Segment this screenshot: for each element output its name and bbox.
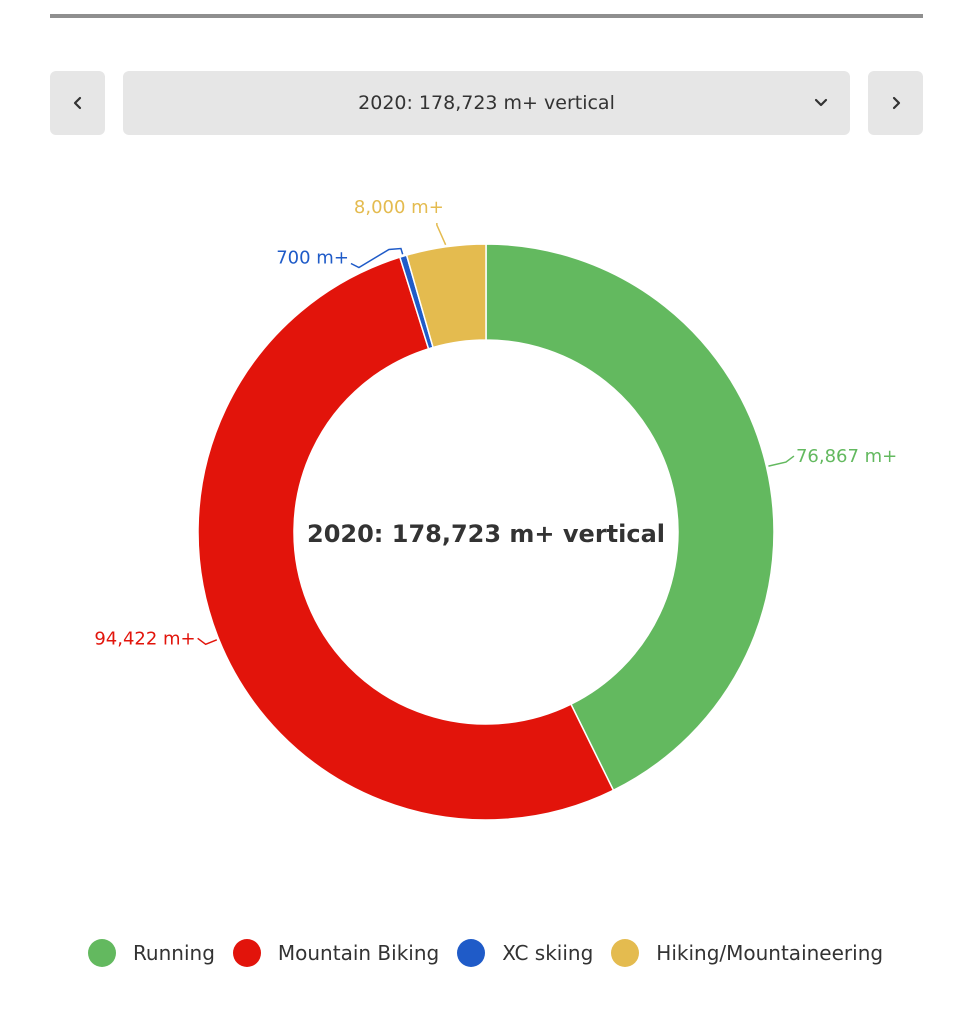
connector-running [768, 455, 795, 467]
top-divider [50, 14, 923, 18]
legend-label-xc-skiing: XC skiing [502, 941, 594, 965]
value-label-hiking-mountaineering: 8,000 m+ [354, 197, 444, 218]
value-label-xc-skiing: 700 m+ [276, 247, 349, 268]
chevron-right-icon [892, 96, 900, 110]
chevron-down-icon [814, 98, 828, 107]
value-label-running: 76,867 m+ [796, 446, 897, 467]
connector-mountain-biking [197, 637, 218, 646]
legend-swatch-xc-skiing [457, 939, 486, 967]
year-select-value: 2020: 178,723 m+ vertical [358, 92, 615, 114]
legend-swatch-mountain-biking [232, 939, 261, 967]
year-select[interactable]: 2020: 178,723 m+ vertical [123, 71, 850, 135]
legend-item-hiking-mountaineering[interactable]: Hiking/Mountaineering [611, 939, 883, 967]
next-year-button[interactable] [868, 71, 923, 135]
legend-label-mountain-biking: Mountain Biking [277, 941, 440, 965]
legend-swatch-hiking-mountaineering [611, 939, 640, 967]
value-label-mountain-biking: 94,422 m+ [94, 628, 195, 649]
previous-year-button[interactable] [50, 71, 105, 135]
legend-item-running[interactable]: Running [87, 939, 215, 967]
chart-legend: Running Mountain Biking XC skiing Hiking/Mo… [0, 934, 971, 972]
connector-xc-skiing [350, 247, 404, 269]
legend-item-xc-skiing[interactable]: XC skiing [457, 939, 593, 967]
legend-swatch-running [87, 939, 116, 967]
slice-running[interactable] [485, 243, 775, 792]
slice-hiking-mountaineering[interactable] [405, 243, 487, 349]
legend-item-mountain-biking[interactable]: Mountain Biking [232, 939, 440, 967]
legend-label-running: Running [132, 941, 215, 965]
legend-label-hiking-mountaineering: Hiking/Mountaineering [656, 941, 884, 965]
slice-mountain-biking[interactable] [197, 256, 615, 821]
connector-hiking-mountaineering [436, 223, 447, 246]
chart-center-title: 2020: 178,723 m+ vertical [307, 520, 665, 548]
chevron-left-icon [73, 96, 81, 110]
